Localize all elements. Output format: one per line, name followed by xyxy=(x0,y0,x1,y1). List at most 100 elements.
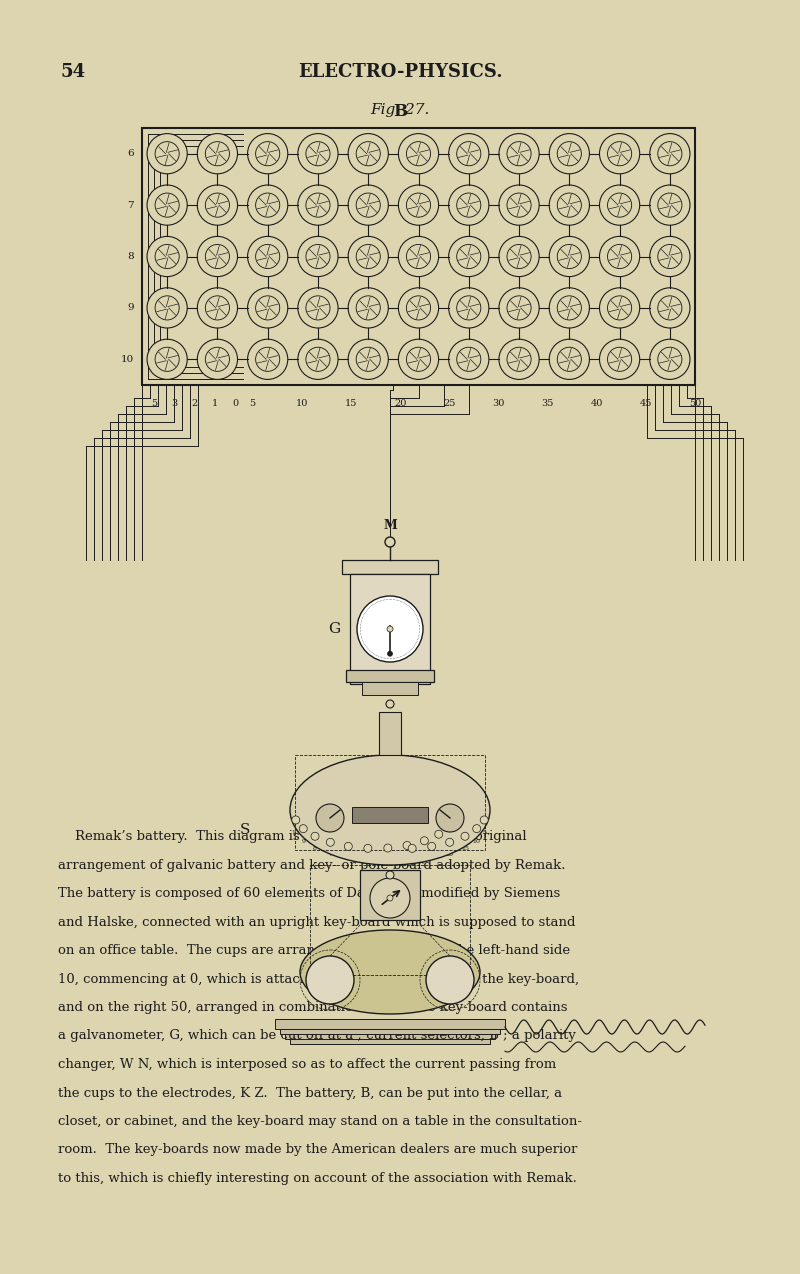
Circle shape xyxy=(206,141,230,166)
Text: 20: 20 xyxy=(446,852,454,857)
Text: 54: 54 xyxy=(60,62,85,82)
Text: room.  The key-boards now made by the American dealers are much superior: room. The key-boards now made by the Ame… xyxy=(58,1144,578,1157)
Circle shape xyxy=(356,141,380,166)
Circle shape xyxy=(449,185,489,225)
Text: 10: 10 xyxy=(473,838,481,843)
Circle shape xyxy=(306,296,330,320)
Text: 5: 5 xyxy=(482,829,486,834)
Text: and on the right 50, arranged in combinations of 5.  The key-board contains: and on the right 50, arranged in combina… xyxy=(58,1001,567,1014)
Bar xyxy=(379,712,401,755)
Circle shape xyxy=(457,296,481,320)
Circle shape xyxy=(348,339,388,380)
Circle shape xyxy=(385,538,395,547)
Text: 15: 15 xyxy=(461,846,469,851)
Text: W: W xyxy=(364,885,376,896)
Text: 50: 50 xyxy=(689,399,701,408)
Text: Remak’s battery.  This diagram is intended to illustrate the original: Remak’s battery. This diagram is intende… xyxy=(58,829,526,843)
Circle shape xyxy=(298,134,338,173)
Circle shape xyxy=(155,348,179,371)
Circle shape xyxy=(426,956,474,1004)
Circle shape xyxy=(198,134,238,173)
Text: 15: 15 xyxy=(345,399,357,408)
Bar xyxy=(275,1019,505,1029)
Circle shape xyxy=(398,237,438,276)
Circle shape xyxy=(357,596,423,662)
Circle shape xyxy=(436,804,464,832)
Circle shape xyxy=(306,956,354,1004)
Text: The battery is composed of 60 elements of Daniell, as modified by Siemens: The battery is composed of 60 elements o… xyxy=(58,887,560,899)
Text: 5: 5 xyxy=(250,399,256,408)
Circle shape xyxy=(198,185,238,225)
Circle shape xyxy=(299,824,307,833)
Circle shape xyxy=(348,134,388,173)
Circle shape xyxy=(206,348,230,371)
Circle shape xyxy=(326,838,334,846)
Text: Fig. 27.: Fig. 27. xyxy=(370,103,430,117)
Circle shape xyxy=(256,194,280,217)
Text: 10: 10 xyxy=(292,829,300,834)
Text: changer, W N, which is interposed so as to affect the current passing from: changer, W N, which is interposed so as … xyxy=(58,1057,556,1071)
Circle shape xyxy=(599,134,640,173)
Circle shape xyxy=(155,194,179,217)
Circle shape xyxy=(406,348,430,371)
Circle shape xyxy=(198,237,238,276)
Circle shape xyxy=(247,237,288,276)
Text: a galvanometer, G, which can be cut off at a ; current selectors, B ; a polarity: a galvanometer, G, which can be cut off … xyxy=(58,1029,576,1042)
Circle shape xyxy=(420,837,428,845)
Circle shape xyxy=(473,824,481,833)
Circle shape xyxy=(247,339,288,380)
Circle shape xyxy=(256,245,280,269)
Text: 4: 4 xyxy=(386,857,390,862)
Text: 10, commencing at 0, which is attached to the central plate on the key-board,: 10, commencing at 0, which is attached t… xyxy=(58,972,579,986)
Text: 7: 7 xyxy=(127,200,134,210)
Circle shape xyxy=(449,134,489,173)
Circle shape xyxy=(147,185,187,225)
Circle shape xyxy=(306,348,330,371)
Circle shape xyxy=(457,194,481,217)
Circle shape xyxy=(650,134,690,173)
Circle shape xyxy=(387,896,393,901)
Circle shape xyxy=(599,237,640,276)
Text: 3: 3 xyxy=(171,399,178,408)
Circle shape xyxy=(550,134,590,173)
Circle shape xyxy=(599,339,640,380)
Circle shape xyxy=(147,134,187,173)
Circle shape xyxy=(298,339,338,380)
Circle shape xyxy=(247,185,288,225)
Circle shape xyxy=(198,339,238,380)
Circle shape xyxy=(386,871,394,879)
Circle shape xyxy=(311,832,319,841)
Text: 3: 3 xyxy=(405,855,409,860)
Circle shape xyxy=(364,845,372,852)
Text: 25: 25 xyxy=(428,856,436,861)
Circle shape xyxy=(550,288,590,327)
Text: ka: ka xyxy=(384,683,396,693)
Text: 25: 25 xyxy=(443,399,455,408)
Circle shape xyxy=(650,339,690,380)
Circle shape xyxy=(558,245,582,269)
Text: 9: 9 xyxy=(302,838,306,843)
Text: Z: Z xyxy=(445,973,455,987)
Circle shape xyxy=(558,348,582,371)
Circle shape xyxy=(247,288,288,327)
Circle shape xyxy=(348,237,388,276)
Circle shape xyxy=(406,194,430,217)
Circle shape xyxy=(344,842,352,851)
Bar xyxy=(290,1034,490,1043)
Circle shape xyxy=(650,237,690,276)
Text: to this, which is chiefly interesting on account of the association with Remak.: to this, which is chiefly interesting on… xyxy=(58,1172,577,1185)
Circle shape xyxy=(316,804,344,832)
Text: 40: 40 xyxy=(590,399,603,408)
Text: 1: 1 xyxy=(212,399,218,408)
Ellipse shape xyxy=(290,755,490,865)
Circle shape xyxy=(198,288,238,327)
Circle shape xyxy=(457,348,481,371)
Circle shape xyxy=(370,878,410,919)
Text: 8: 8 xyxy=(313,846,317,851)
Circle shape xyxy=(398,339,438,380)
Circle shape xyxy=(147,339,187,380)
Text: K: K xyxy=(324,973,336,987)
Circle shape xyxy=(356,194,380,217)
Circle shape xyxy=(499,288,539,327)
Circle shape xyxy=(356,348,380,371)
